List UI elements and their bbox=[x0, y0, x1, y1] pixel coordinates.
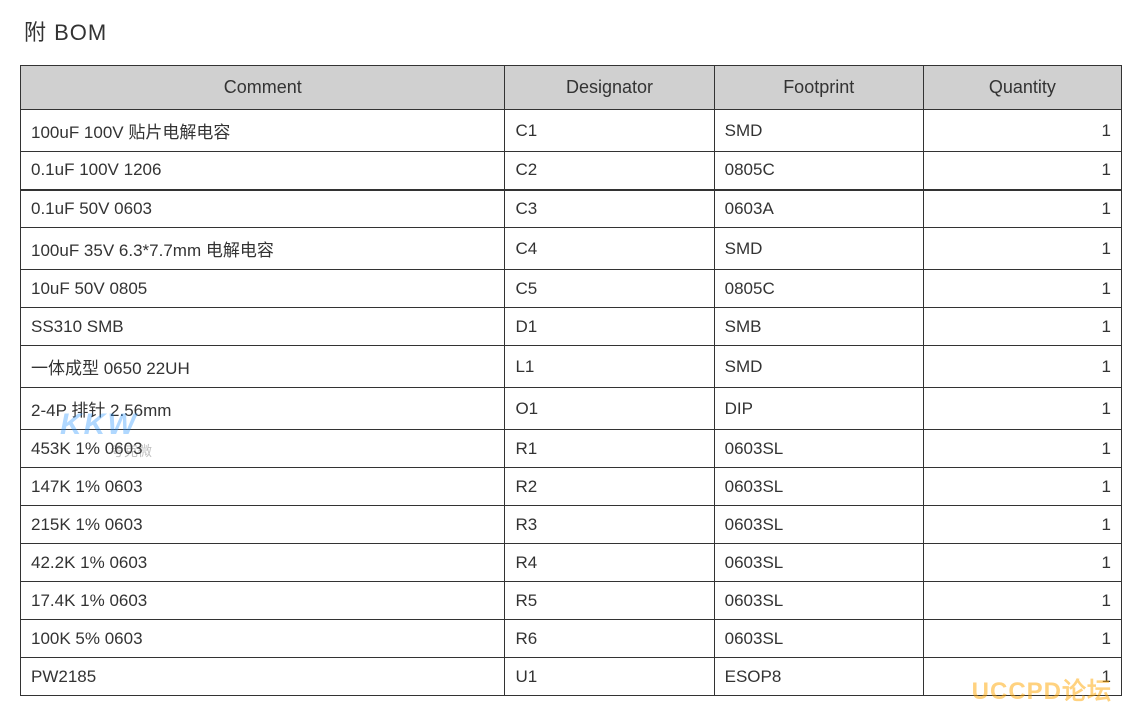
cell-quantity: 1 bbox=[923, 544, 1121, 582]
cell-designator: R3 bbox=[505, 506, 714, 544]
cell-comment: 100uF 100V 贴片电解电容 bbox=[21, 110, 505, 152]
cell-designator: C3 bbox=[505, 190, 714, 228]
cell-quantity: 1 bbox=[923, 270, 1121, 308]
cell-footprint: 0805C bbox=[714, 270, 923, 308]
cell-designator: R1 bbox=[505, 430, 714, 468]
header-quantity: Quantity bbox=[923, 66, 1121, 110]
cell-designator: C5 bbox=[505, 270, 714, 308]
cell-quantity: 1 bbox=[923, 620, 1121, 658]
header-comment: Comment bbox=[21, 66, 505, 110]
cell-designator: O1 bbox=[505, 388, 714, 430]
cell-comment: 2-4P 排针 2.56mm bbox=[21, 388, 505, 430]
cell-designator: R4 bbox=[505, 544, 714, 582]
cell-comment: 一体成型 0650 22UH bbox=[21, 346, 505, 388]
table-row: 0.1uF 100V 1206C20805C1 bbox=[21, 152, 1122, 190]
cell-footprint: 0603SL bbox=[714, 506, 923, 544]
header-footprint: Footprint bbox=[714, 66, 923, 110]
cell-designator: C4 bbox=[505, 228, 714, 270]
table-row: 453K 1% 0603R10603SL1 bbox=[21, 430, 1122, 468]
cell-comment: 453K 1% 0603 bbox=[21, 430, 505, 468]
cell-designator: C2 bbox=[505, 152, 714, 190]
cell-quantity: 1 bbox=[923, 110, 1121, 152]
cell-footprint: 0805C bbox=[714, 152, 923, 190]
cell-footprint: 0603SL bbox=[714, 544, 923, 582]
cell-quantity: 1 bbox=[923, 152, 1121, 190]
table-body: 100uF 100V 贴片电解电容C1SMD10.1uF 100V 1206C2… bbox=[21, 110, 1122, 696]
cell-footprint: ESOP8 bbox=[714, 658, 923, 696]
cell-footprint: 0603A bbox=[714, 190, 923, 228]
table-row: PW2185U1ESOP81 bbox=[21, 658, 1122, 696]
cell-footprint: SMB bbox=[714, 308, 923, 346]
cell-footprint: SMD bbox=[714, 228, 923, 270]
cell-comment: 147K 1% 0603 bbox=[21, 468, 505, 506]
cell-designator: D1 bbox=[505, 308, 714, 346]
table-row: 215K 1% 0603R30603SL1 bbox=[21, 506, 1122, 544]
table-row: 100uF 35V 6.3*7.7mm 电解电容C4SMD1 bbox=[21, 228, 1122, 270]
cell-comment: 17.4K 1% 0603 bbox=[21, 582, 505, 620]
table-row: SS310 SMBD1SMB1 bbox=[21, 308, 1122, 346]
cell-comment: 215K 1% 0603 bbox=[21, 506, 505, 544]
cell-quantity: 1 bbox=[923, 582, 1121, 620]
cell-footprint: SMD bbox=[714, 346, 923, 388]
cell-footprint: 0603SL bbox=[714, 620, 923, 658]
cell-designator: U1 bbox=[505, 658, 714, 696]
cell-quantity: 1 bbox=[923, 430, 1121, 468]
cell-comment: 42.2K 1% 0603 bbox=[21, 544, 505, 582]
cell-designator: L1 bbox=[505, 346, 714, 388]
cell-comment: PW2185 bbox=[21, 658, 505, 696]
cell-quantity: 1 bbox=[923, 388, 1121, 430]
cell-quantity: 1 bbox=[923, 346, 1121, 388]
cell-quantity: 1 bbox=[923, 468, 1121, 506]
cell-designator: R6 bbox=[505, 620, 714, 658]
cell-footprint: 0603SL bbox=[714, 582, 923, 620]
cell-quantity: 1 bbox=[923, 506, 1121, 544]
cell-designator: C1 bbox=[505, 110, 714, 152]
cell-footprint: 0603SL bbox=[714, 468, 923, 506]
table-row: 147K 1% 0603R20603SL1 bbox=[21, 468, 1122, 506]
table-row: 一体成型 0650 22UHL1SMD1 bbox=[21, 346, 1122, 388]
cell-comment: 10uF 50V 0805 bbox=[21, 270, 505, 308]
table-row: 2-4P 排针 2.56mmO1DIP1 bbox=[21, 388, 1122, 430]
table-header: Comment Designator Footprint Quantity bbox=[21, 66, 1122, 110]
cell-comment: SS310 SMB bbox=[21, 308, 505, 346]
cell-designator: R2 bbox=[505, 468, 714, 506]
cell-footprint: 0603SL bbox=[714, 430, 923, 468]
cell-comment: 0.1uF 50V 0603 bbox=[21, 190, 505, 228]
table-row: 0.1uF 50V 0603C30603A1 bbox=[21, 190, 1122, 228]
cell-comment: 100uF 35V 6.3*7.7mm 电解电容 bbox=[21, 228, 505, 270]
table-row: 42.2K 1% 0603R40603SL1 bbox=[21, 544, 1122, 582]
cell-quantity: 1 bbox=[923, 308, 1121, 346]
cell-quantity: 1 bbox=[923, 658, 1121, 696]
cell-quantity: 1 bbox=[923, 228, 1121, 270]
cell-comment: 0.1uF 100V 1206 bbox=[21, 152, 505, 190]
table-row: 100K 5% 0603R60603SL1 bbox=[21, 620, 1122, 658]
cell-footprint: DIP bbox=[714, 388, 923, 430]
table-row: 100uF 100V 贴片电解电容C1SMD1 bbox=[21, 110, 1122, 152]
bom-table: Comment Designator Footprint Quantity 10… bbox=[20, 65, 1122, 696]
cell-footprint: SMD bbox=[714, 110, 923, 152]
table-row: 17.4K 1% 0603R50603SL1 bbox=[21, 582, 1122, 620]
table-row: 10uF 50V 0805C50805C1 bbox=[21, 270, 1122, 308]
page-title: 附 BOM bbox=[24, 15, 1122, 47]
cell-designator: R5 bbox=[505, 582, 714, 620]
cell-quantity: 1 bbox=[923, 190, 1121, 228]
cell-comment: 100K 5% 0603 bbox=[21, 620, 505, 658]
header-designator: Designator bbox=[505, 66, 714, 110]
